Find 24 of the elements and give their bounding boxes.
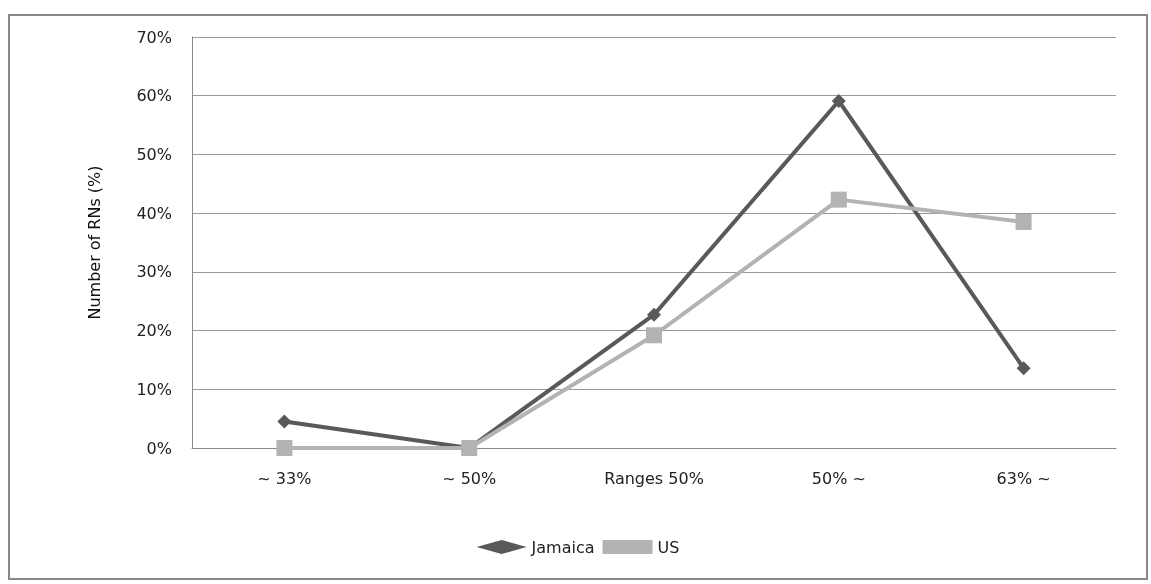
- point: [830, 191, 847, 208]
- point: [276, 440, 293, 456]
- x-tick-label: Ranges 50%: [604, 468, 704, 488]
- y-tick-label: 60%: [136, 86, 172, 106]
- point: [1015, 213, 1032, 230]
- y-tick-label: 50%: [136, 144, 172, 164]
- point: [646, 327, 662, 344]
- point: [831, 94, 846, 108]
- legend-label: US: [657, 537, 680, 557]
- point: [647, 307, 661, 322]
- y-axis-title: Number of RNs (%): [84, 165, 104, 320]
- x-tick-label: 63% ~: [996, 468, 1051, 488]
- y-tick-label: 0%: [146, 438, 172, 458]
- y-tick-label: 20%: [136, 321, 172, 341]
- y-tick-label: 70%: [136, 27, 172, 47]
- x-tick-label: ~ 33%: [257, 468, 312, 488]
- legend-label: Jamaica: [530, 537, 595, 557]
- y-tick-label: 40%: [136, 203, 172, 223]
- x-tick-label: ~ 50%: [442, 468, 497, 488]
- x-tick-label: 50% ~: [811, 468, 866, 488]
- y-tick-label: 30%: [136, 262, 172, 282]
- point: [277, 414, 292, 429]
- y-tick-label: 10%: [136, 379, 172, 399]
- point: [1016, 361, 1031, 376]
